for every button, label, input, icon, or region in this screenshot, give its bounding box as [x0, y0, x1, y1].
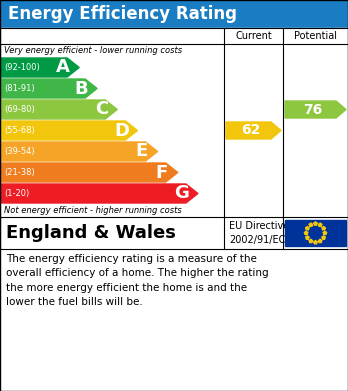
- Text: Energy Efficiency Rating: Energy Efficiency Rating: [8, 5, 237, 23]
- Bar: [0, 249, 348, 391]
- Text: (81-91): (81-91): [4, 84, 34, 93]
- Polygon shape: [305, 226, 309, 230]
- Bar: [0, 204, 224, 217]
- Text: (69-80): (69-80): [4, 105, 35, 114]
- Text: D: D: [114, 122, 129, 140]
- Polygon shape: [0, 121, 137, 140]
- Polygon shape: [0, 58, 79, 77]
- Polygon shape: [323, 231, 327, 235]
- Text: C: C: [95, 100, 108, 118]
- Polygon shape: [0, 142, 158, 161]
- Polygon shape: [309, 223, 313, 227]
- Polygon shape: [314, 240, 318, 244]
- Polygon shape: [304, 231, 308, 235]
- Polygon shape: [322, 226, 326, 230]
- Polygon shape: [0, 79, 97, 98]
- Text: B: B: [74, 79, 88, 97]
- Bar: [285, 220, 346, 246]
- Text: EU Directive
2002/91/EC: EU Directive 2002/91/EC: [229, 221, 289, 245]
- Polygon shape: [322, 235, 326, 239]
- Text: England & Wales: England & Wales: [6, 224, 176, 242]
- Text: (39-54): (39-54): [4, 147, 34, 156]
- Text: (21-38): (21-38): [4, 168, 35, 177]
- Text: A: A: [56, 59, 70, 77]
- Bar: [0, 28, 348, 44]
- Text: (1-20): (1-20): [4, 189, 29, 198]
- Polygon shape: [285, 101, 346, 118]
- Text: Very energy efficient - lower running costs: Very energy efficient - lower running co…: [4, 46, 182, 55]
- Text: 76: 76: [303, 102, 322, 117]
- Text: Not energy efficient - higher running costs: Not energy efficient - higher running co…: [4, 206, 182, 215]
- Text: The energy efficiency rating is a measure of the
overall efficiency of a home. T: The energy efficiency rating is a measur…: [6, 254, 269, 307]
- Polygon shape: [305, 235, 309, 239]
- Text: 62: 62: [241, 124, 260, 138]
- Polygon shape: [0, 184, 198, 203]
- Bar: [0, 44, 224, 57]
- Polygon shape: [226, 122, 281, 139]
- Polygon shape: [309, 239, 313, 243]
- Polygon shape: [318, 223, 322, 227]
- Text: F: F: [156, 163, 168, 181]
- Bar: [0, 0, 348, 28]
- Text: (92-100): (92-100): [4, 63, 40, 72]
- Bar: [0, 28, 348, 249]
- Text: G: G: [174, 185, 189, 203]
- Polygon shape: [0, 100, 117, 119]
- Bar: [0, 217, 348, 249]
- Text: Potential: Potential: [294, 31, 337, 41]
- Polygon shape: [314, 221, 318, 226]
- Polygon shape: [0, 163, 178, 182]
- Polygon shape: [318, 239, 322, 243]
- Text: Current: Current: [235, 31, 272, 41]
- Text: E: E: [135, 142, 148, 160]
- Text: (55-68): (55-68): [4, 126, 35, 135]
